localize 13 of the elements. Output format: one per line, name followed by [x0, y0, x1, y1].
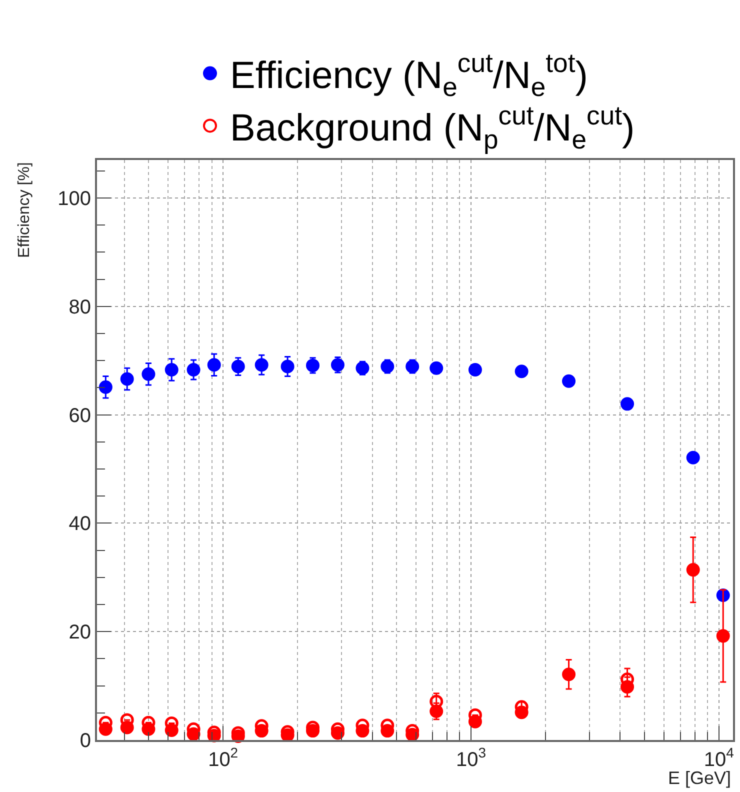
y-tick-label: 0: [80, 730, 91, 752]
x-tick-label: 10$^{2}$: [208, 744, 238, 771]
y-tick-label: 100: [58, 188, 91, 210]
legend-label: Efficiency (N$_{e}$$^{cut}$/N$_{e}$$^{tot}$): [230, 48, 588, 102]
legend-label: Background (N$_{p}$$^{cut}$/N$_{e}$$^{cut}$): [230, 100, 635, 154]
x-tick-label: 10$^{3}$: [456, 744, 486, 771]
y-tick-label: 80: [68, 296, 91, 318]
x-axis-title: E [GeV]: [668, 768, 732, 788]
x-tick-label: 10$^{4}$: [704, 744, 734, 771]
y-tick-label: 40: [68, 513, 91, 536]
y-tick-label: 20: [68, 622, 91, 644]
y-tick-label: 60: [68, 404, 91, 427]
y-axis-title: Efficiency [%]: [16, 162, 33, 258]
